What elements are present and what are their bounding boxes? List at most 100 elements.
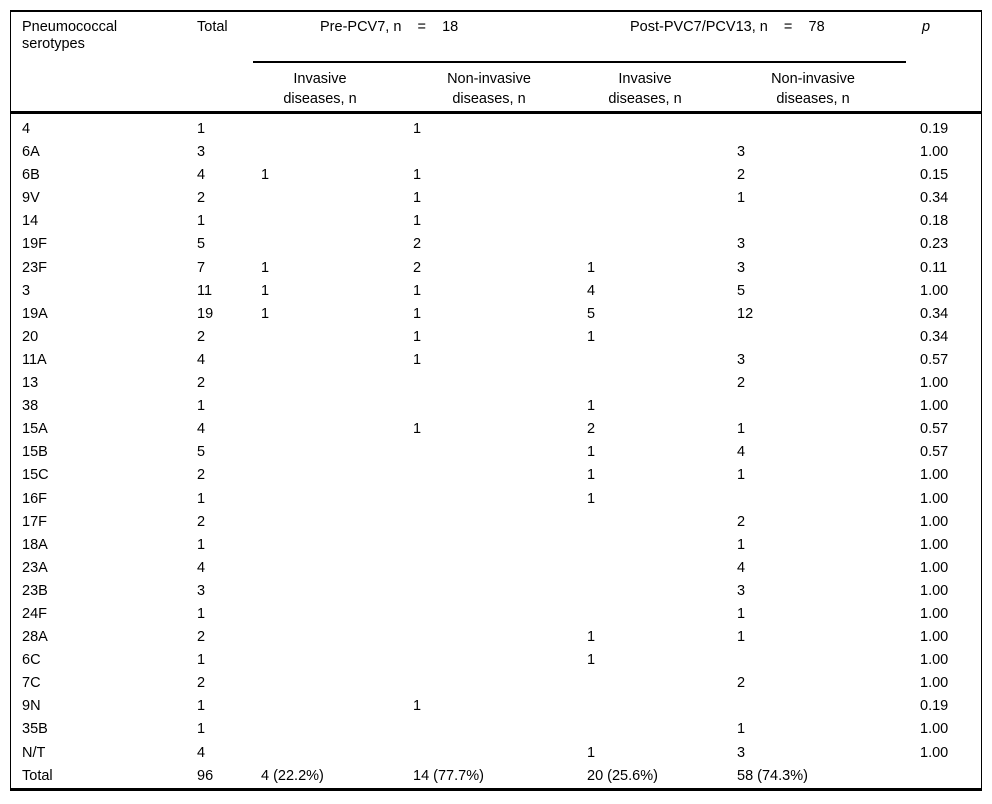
cell-post-invasive: 1 xyxy=(587,744,596,761)
table-row: 17F 2 2 1.00 xyxy=(0,511,992,534)
cell-total: 3 xyxy=(197,144,206,161)
cell-serotype: 15A xyxy=(22,421,48,438)
cell-serotype: 15C xyxy=(22,467,49,484)
table-row: 7C 2 2 1.00 xyxy=(0,672,992,695)
cell-post-invasive: 1 xyxy=(587,398,596,415)
cell-post-invasive: 20 (25.6%) xyxy=(587,767,658,784)
table-row: 23A 4 4 1.00 xyxy=(0,557,992,580)
cell-p-value: 0.34 xyxy=(920,190,949,207)
subheader-line: diseases, n xyxy=(452,91,526,107)
cell-p-value: 0.19 xyxy=(920,121,949,137)
cell-pre-invasive: 1 xyxy=(261,305,270,322)
table-row: 28A 2 1 1 1.00 xyxy=(0,626,992,649)
cell-serotype: 6C xyxy=(22,652,41,669)
cell-serotype: 18A xyxy=(22,536,48,553)
subheader-post-noninvasive: Non-invasive diseases, n xyxy=(738,69,888,109)
cell-post-noninvasive: 3 xyxy=(737,744,746,761)
cell-serotype: 3 xyxy=(22,282,31,299)
cell-total: 4 xyxy=(197,167,206,184)
cell-pre-noninvasive: 2 xyxy=(413,236,422,253)
cell-total: 1 xyxy=(197,213,206,230)
table-row: 6B 4 1 1 2 0.15 xyxy=(0,164,992,187)
cell-post-noninvasive: 4 xyxy=(737,559,746,576)
cell-p-value: 0.15 xyxy=(920,167,949,184)
subheader-line: diseases, n xyxy=(608,91,682,107)
cell-total: 2 xyxy=(197,467,206,484)
cell-serotype: 23F xyxy=(22,259,47,276)
cell-post-noninvasive: 2 xyxy=(737,375,746,392)
total-column-header: Total xyxy=(197,19,228,35)
cell-p-value: 0.57 xyxy=(920,421,949,438)
cell-pre-noninvasive: 1 xyxy=(413,121,422,137)
cell-post-noninvasive: 4 xyxy=(737,444,746,461)
cell-pre-noninvasive: 14 (77.7%) xyxy=(413,767,484,784)
cell-post-noninvasive: 1 xyxy=(737,721,746,738)
table-row: 3 11 1 1 4 5 1.00 xyxy=(0,280,992,303)
cell-post-noninvasive: 2 xyxy=(737,513,746,530)
cell-post-noninvasive: 1 xyxy=(737,605,746,622)
cell-post-invasive: 1 xyxy=(587,328,596,345)
cell-pre-invasive: 1 xyxy=(261,282,270,299)
table-row: 19A 19 1 1 5 12 0.34 xyxy=(0,303,992,326)
cell-p-value: 0.57 xyxy=(920,351,949,368)
cell-total: 2 xyxy=(197,629,206,646)
subheader-line: Invasive xyxy=(293,71,347,87)
serotype-column-header: Pneumococcal serotypes xyxy=(22,19,118,52)
table-row: 23F 7 1 2 1 3 0.11 xyxy=(0,257,992,280)
subheader-pre-noninvasive: Non-invasive diseases, n xyxy=(414,69,564,109)
cell-serotype: 16F xyxy=(22,490,47,507)
table-row: 18A 1 1 1.00 xyxy=(0,534,992,557)
cell-p-value: 1.00 xyxy=(920,467,949,484)
cell-total: 1 xyxy=(197,698,206,715)
table-row: 11A 4 1 3 0.57 xyxy=(0,349,992,372)
cell-post-noninvasive: 12 xyxy=(737,305,754,322)
cell-p-value: 1.00 xyxy=(920,721,949,738)
cell-post-invasive: 1 xyxy=(587,652,596,669)
cell-serotype: 19F xyxy=(22,236,47,253)
cell-serotype: Total xyxy=(22,767,53,784)
cell-serotype: 24F xyxy=(22,605,47,622)
cell-post-invasive: 1 xyxy=(587,490,596,507)
cell-total: 2 xyxy=(197,375,206,392)
subheader-line: Invasive xyxy=(618,71,672,87)
table-bottom-rule xyxy=(10,788,982,791)
table-row: 13 2 2 1.00 xyxy=(0,372,992,395)
cell-p-value: 1.00 xyxy=(920,605,949,622)
cell-p-value: 1.00 xyxy=(920,536,949,553)
cell-total: 7 xyxy=(197,259,206,276)
table-row: 20 2 1 1 0.34 xyxy=(0,326,992,349)
cell-total: 4 xyxy=(197,421,206,438)
table-row: N/T 4 1 3 1.00 xyxy=(0,742,992,765)
cell-p-value: 1.00 xyxy=(920,559,949,576)
pre-pcv7-group-header: Pre-PCV7, n = 18 xyxy=(320,19,459,35)
cell-post-noninvasive: 1 xyxy=(737,190,746,207)
cell-pre-noninvasive: 1 xyxy=(413,282,422,299)
cell-p-value: 0.19 xyxy=(920,698,949,715)
cell-post-invasive: 2 xyxy=(587,421,596,438)
cell-post-noninvasive: 3 xyxy=(737,236,746,253)
cell-pre-noninvasive: 1 xyxy=(413,190,422,207)
table-row: 14 1 1 0.18 xyxy=(0,210,992,233)
subheader-post-invasive: Invasive diseases, n xyxy=(570,69,720,109)
cell-p-value: 0.23 xyxy=(920,236,949,253)
cell-post-invasive: 1 xyxy=(587,629,596,646)
cell-p-value: 1.00 xyxy=(920,744,949,761)
cell-p-value: 1.00 xyxy=(920,652,949,669)
subheader-line: diseases, n xyxy=(776,91,850,107)
cell-serotype: 13 xyxy=(22,375,39,392)
table-row: 23B 3 3 1.00 xyxy=(0,580,992,603)
cell-p-value: 0.18 xyxy=(920,213,949,230)
cell-total: 2 xyxy=(197,675,206,692)
cell-serotype: N/T xyxy=(22,744,46,761)
cell-serotype: 9V xyxy=(22,190,40,207)
cell-pre-invasive: 1 xyxy=(261,167,270,184)
table-row: 24F 1 1 1.00 xyxy=(0,603,992,626)
subheader-pre-invasive: Invasive diseases, n xyxy=(245,69,395,109)
cell-post-invasive: 1 xyxy=(587,467,596,484)
cell-p-value: 1.00 xyxy=(920,490,949,507)
cell-post-noninvasive: 2 xyxy=(737,675,746,692)
cell-pre-noninvasive: 1 xyxy=(413,698,422,715)
table-row: 6C 1 1 1.00 xyxy=(0,649,992,672)
p-value-column-header: p xyxy=(922,19,931,35)
cell-p-value: 0.57 xyxy=(920,444,949,461)
